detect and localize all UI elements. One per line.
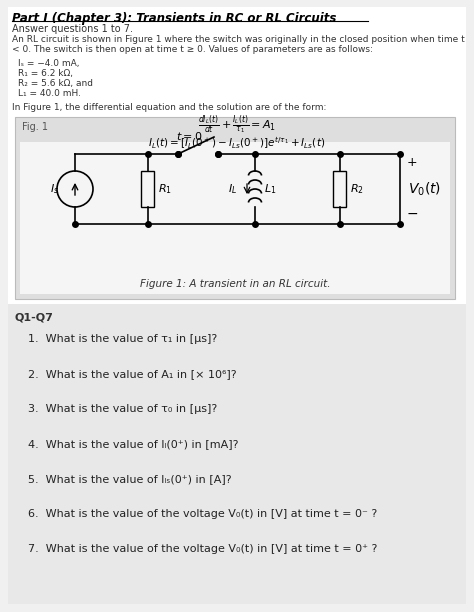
Text: Iₛ = −4.0 mA,: Iₛ = −4.0 mA, bbox=[18, 59, 80, 68]
Text: 6.  What is the value of the voltage V₀(t) in [V] at time t = 0⁻ ?: 6. What is the value of the voltage V₀(t… bbox=[28, 509, 377, 519]
Text: 5.  What is the value of Iₗₛ(0⁺) in [A]?: 5. What is the value of Iₗₛ(0⁺) in [A]? bbox=[28, 474, 232, 484]
Text: $t = 0$: $t = 0$ bbox=[176, 130, 202, 142]
Text: $R_1$: $R_1$ bbox=[158, 182, 172, 196]
FancyBboxPatch shape bbox=[8, 304, 466, 604]
Text: 4.  What is the value of Iₗ(0⁺) in [mA]?: 4. What is the value of Iₗ(0⁺) in [mA]? bbox=[28, 439, 238, 449]
Bar bbox=[142, 171, 155, 207]
Text: $V_0(t)$: $V_0(t)$ bbox=[408, 181, 441, 198]
Text: In Figure 1, the differential equation and the solution are of the form:: In Figure 1, the differential equation a… bbox=[12, 103, 327, 112]
Text: $L_1$: $L_1$ bbox=[264, 182, 276, 196]
FancyBboxPatch shape bbox=[8, 7, 466, 304]
Text: An RL circuit is shown in Figure 1 where the switch was originally in the closed: An RL circuit is shown in Figure 1 where… bbox=[12, 35, 465, 44]
Text: L₁ = 40.0 mH.: L₁ = 40.0 mH. bbox=[18, 89, 81, 98]
Text: Answer questions 1 to 7.: Answer questions 1 to 7. bbox=[12, 24, 133, 34]
Text: Fig. 1: Fig. 1 bbox=[22, 122, 48, 132]
Text: $I_s$: $I_s$ bbox=[50, 182, 59, 196]
Text: R₁ = 6.2 kΩ,: R₁ = 6.2 kΩ, bbox=[18, 69, 73, 78]
Text: $I_L(t) = [I_L(0^+) - I_{Ls}(0^+)]e^{t/\tau_1} + I_{Ls}(t)$: $I_L(t) = [I_L(0^+) - I_{Ls}(0^+)]e^{t/\… bbox=[148, 135, 326, 151]
Text: $\frac{dI_L(t)}{dt} + \frac{I_L(t)}{\tau_1} = A_1$: $\frac{dI_L(t)}{dt} + \frac{I_L(t)}{\tau… bbox=[198, 114, 276, 136]
Text: $+$: $+$ bbox=[406, 156, 417, 169]
Text: < 0. The switch is then open at time t ≥ 0. Values of parameters are as follows:: < 0. The switch is then open at time t ≥… bbox=[12, 45, 373, 54]
Text: 3.  What is the value of τ₀ in [μs]?: 3. What is the value of τ₀ in [μs]? bbox=[28, 404, 217, 414]
Text: $R_2$: $R_2$ bbox=[350, 182, 364, 196]
FancyBboxPatch shape bbox=[20, 142, 450, 294]
Text: 7.  What is the value of the voltage V₀(t) in [V] at time t = 0⁺ ?: 7. What is the value of the voltage V₀(t… bbox=[28, 544, 377, 554]
Text: $-$: $-$ bbox=[406, 206, 418, 220]
Text: $I_L$: $I_L$ bbox=[228, 182, 237, 196]
Text: Q1-Q7: Q1-Q7 bbox=[15, 312, 54, 322]
Text: 1.  What is the value of τ₁ in [μs]?: 1. What is the value of τ₁ in [μs]? bbox=[28, 334, 217, 344]
FancyBboxPatch shape bbox=[15, 117, 455, 299]
Text: 2.  What is the value of A₁ in [× 10⁶]?: 2. What is the value of A₁ in [× 10⁶]? bbox=[28, 369, 237, 379]
Bar bbox=[334, 171, 346, 207]
Text: R₂ = 5.6 kΩ, and: R₂ = 5.6 kΩ, and bbox=[18, 79, 93, 88]
Text: Part I (Chapter 3): Transients in RC or RL Circuits: Part I (Chapter 3): Transients in RC or … bbox=[12, 12, 337, 25]
Text: Figure 1: A transient in an RL circuit.: Figure 1: A transient in an RL circuit. bbox=[140, 279, 330, 289]
